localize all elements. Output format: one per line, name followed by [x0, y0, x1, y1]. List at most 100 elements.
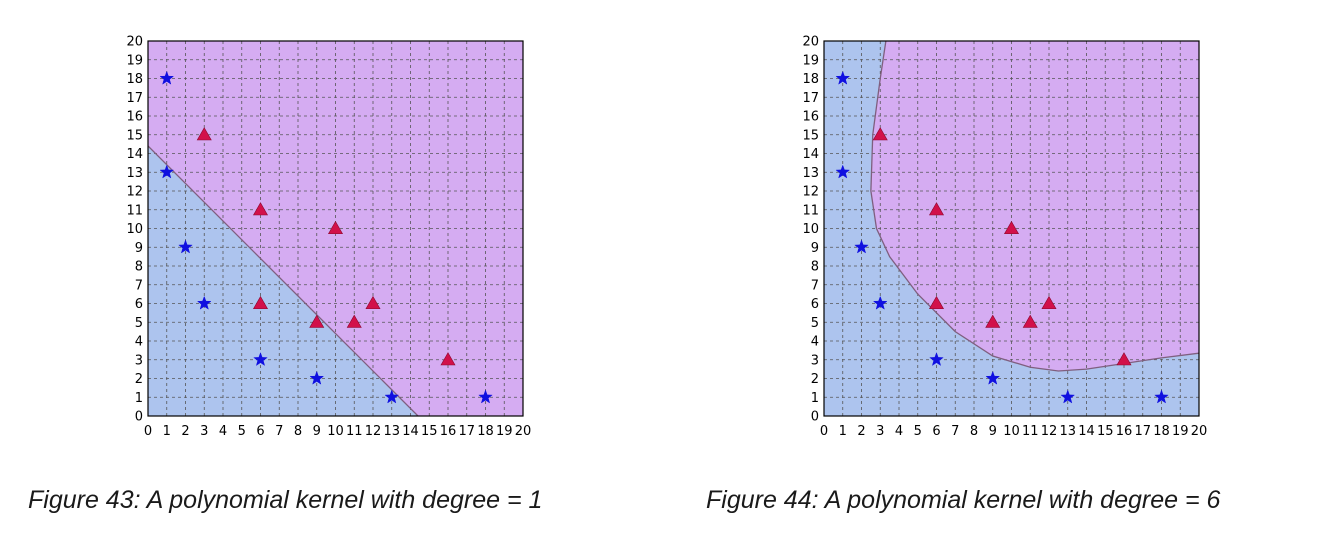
chart1-star-point: [159, 70, 175, 85]
chart2-x-tick-label: 15: [1097, 424, 1114, 439]
chart2-triangle-point: [872, 127, 888, 141]
chart2-y-tick-label: 19: [802, 53, 819, 68]
chart1-y-tick-label: 9: [135, 241, 143, 256]
chart1-y-tick-label: 0: [135, 410, 143, 425]
chart1-x-tick-label: 12: [365, 424, 382, 439]
chart2-y-tick-label: 16: [802, 110, 819, 125]
chart1-x-tick-label: 10: [327, 424, 344, 439]
chart2-x-tick-label: 1: [839, 424, 847, 439]
chart2-y-tick-label: 0: [811, 410, 819, 425]
chart1-x-tick-label: 14: [402, 424, 419, 439]
chart1-y-tick-label: 14: [126, 147, 143, 162]
chart2-x-tick-label: 9: [989, 424, 997, 439]
chart2-x-tick-label: 14: [1078, 424, 1095, 439]
chart1-y-tick-label: 4: [135, 335, 143, 350]
chart2-y-tick-label: 9: [811, 241, 819, 256]
chart1-star-point: [309, 370, 325, 385]
chart1-star-point: [384, 389, 400, 404]
chart1-triangle-point: [196, 127, 212, 141]
figure-43-panel: 0 1 2 3 4 5 6 7 8 9 10 11 12 13 14 15 16 17 18 19 20 0 1 2 3 4 5 6 7…: [28, 35, 543, 515]
chart2-y-tick-label: 5: [811, 316, 819, 331]
chart1-y-tick-label: 8: [135, 260, 143, 275]
chart2-x-tick-label: 13: [1059, 424, 1076, 439]
figure-43-caption: Figure 43: A polynomial kernel with degr…: [28, 486, 543, 514]
chart2-y-tick-label: 13: [802, 166, 819, 181]
chart2-x-tick-label: 17: [1134, 424, 1151, 439]
chart2-y-tick-label: 8: [811, 260, 819, 275]
chart2-x-tick-label: 7: [951, 424, 959, 439]
chart2-y-tick-label: 10: [802, 222, 819, 237]
chart1-y-tick-label: 2: [135, 372, 143, 387]
chart2-star-point: [854, 239, 869, 254]
chart2-x-tick-label: 5: [914, 424, 922, 439]
chart2-y-tick-label: 1: [811, 391, 819, 406]
figure-43-chart: 0 1 2 3 4 5 6 7 8 9 10 11 12 13 14 15 16 17 18 19 2001234567…: [126, 35, 532, 440]
chart2-triangle-point: [1116, 352, 1132, 366]
chart1-x-tick-label: 17: [458, 424, 475, 439]
chart1-y-tick-label: 7: [135, 278, 143, 293]
chart1-triangle-point: [252, 295, 269, 310]
chart2-x-tick-label: 6: [932, 424, 940, 439]
chart2-y-tick-label: 6: [811, 297, 819, 312]
chart1-y-tick-label: 16: [126, 110, 143, 125]
chart1-x-tick-label: 15: [421, 424, 438, 439]
chart1-triangle-point: [346, 314, 362, 328]
chart1-triangle-point: [327, 220, 344, 235]
chart1-triangle-point: [365, 295, 381, 310]
chart2-star-point: [929, 352, 944, 366]
chart1-triangle-point: [440, 352, 456, 366]
chart2-y-tick-label: 20: [802, 35, 819, 50]
chart2-x-tick-label: 0: [820, 424, 828, 439]
figure-44-caption: Figure 44: A polynomial kernel with degr…: [706, 486, 1221, 514]
chart1-x-tick-label: 1: [163, 424, 171, 439]
chart1-x-tick-label: 3: [200, 424, 208, 439]
chart1-x-tick-label: 6: [256, 424, 264, 439]
chart2-y-tick-label: 4: [811, 335, 819, 350]
chart1-y-tick-label: 15: [126, 128, 143, 143]
chart2-y-tick-label: 3: [811, 353, 819, 368]
chart1-y-tick-label: 10: [126, 222, 143, 237]
chart2-x-tick-label: 4: [895, 424, 903, 439]
chart1-x-tick-label: 16: [440, 424, 457, 439]
chart2-x-tick-label: 18: [1153, 424, 1170, 439]
chart1-x-tick-label: 11: [346, 424, 363, 439]
chart2-star-point: [872, 295, 888, 310]
chart2-y-tick-label: 12: [802, 185, 819, 200]
chart2-x-tick-label: 3: [876, 424, 884, 439]
chart2-region-negative: [824, 41, 1199, 416]
chart2-star-point: [1154, 389, 1169, 404]
chart1-star-point: [159, 164, 175, 179]
chart1-y-tick-label: 19: [126, 53, 143, 68]
chart2-star-point: [835, 164, 851, 179]
chart2-x-tick-label: 12: [1041, 424, 1058, 439]
chart1-y-tick-label: 6: [135, 297, 143, 312]
chart2-y-tick-label: 7: [811, 278, 819, 293]
chart2-y-tick-label: 15: [802, 128, 819, 143]
chart2-x-tick-label: 8: [970, 424, 978, 439]
chart1-triangle-point: [252, 202, 269, 216]
chart2-y-tick-label: 14: [802, 147, 819, 162]
chart1-x-tick-label: 18: [477, 424, 494, 439]
chart1-y-tick-label: 13: [126, 166, 143, 181]
chart2-x-tick-label: 20: [1191, 424, 1208, 439]
chart2-star-point: [1060, 389, 1076, 404]
chart1-x-tick-label: 19: [496, 424, 513, 439]
chart2-triangle-point: [1003, 220, 1020, 235]
chart2-triangle-point: [1022, 314, 1038, 328]
chart1-x-tick-label: 20: [515, 424, 532, 439]
chart2-x-tick-label: 11: [1022, 424, 1039, 439]
chart1-x-tick-label: 0: [144, 424, 152, 439]
chart2-x-tick-label: 10: [1003, 424, 1020, 439]
chart2-x-tick-label: 2: [857, 424, 865, 439]
chart1-star-point: [478, 389, 493, 404]
chart1-x-tick-label: 9: [313, 424, 321, 439]
chart1-y-tick-label: 18: [126, 72, 143, 87]
chart1-x-tick-label: 4: [219, 424, 227, 439]
chart2-plot-frame: [823, 40, 1200, 417]
chart1-y-tick-label: 20: [126, 35, 143, 50]
chart2-decision-boundary: [870, 41, 1199, 372]
chart1-x-tick-label: 7: [275, 424, 283, 439]
chart1-y-tick-label: 17: [126, 91, 143, 106]
chart2-star-point: [835, 70, 851, 85]
chart2-star-point: [985, 370, 1001, 385]
